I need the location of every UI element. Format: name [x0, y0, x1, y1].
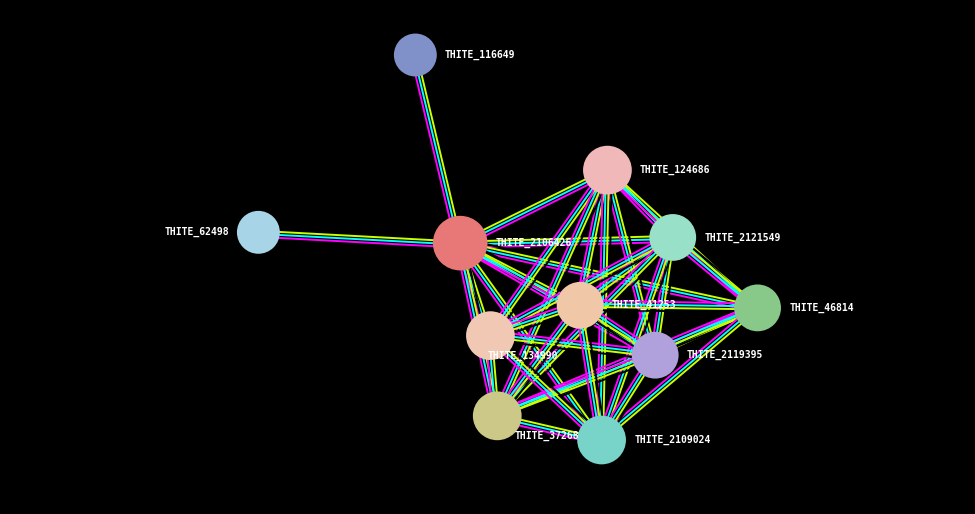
Text: THITE_124686: THITE_124686	[640, 165, 711, 175]
Ellipse shape	[473, 392, 522, 440]
Ellipse shape	[649, 214, 696, 261]
Ellipse shape	[632, 332, 679, 379]
Text: THITE_2119395: THITE_2119395	[686, 350, 763, 360]
Text: THITE_116649: THITE_116649	[445, 50, 516, 60]
Text: THITE_2109024: THITE_2109024	[634, 435, 711, 445]
Text: THITE_62498: THITE_62498	[165, 227, 229, 237]
Text: THITE_37268: THITE_37268	[515, 431, 579, 442]
Ellipse shape	[433, 216, 488, 270]
Ellipse shape	[734, 284, 781, 332]
Ellipse shape	[394, 33, 437, 77]
Text: THITE_2106426: THITE_2106426	[496, 238, 572, 248]
Ellipse shape	[466, 311, 515, 360]
Text: THITE_2121549: THITE_2121549	[704, 232, 781, 243]
Ellipse shape	[237, 211, 280, 254]
Text: THITE_134990: THITE_134990	[488, 351, 559, 361]
Text: THITE_41253: THITE_41253	[611, 300, 677, 310]
Ellipse shape	[577, 416, 626, 464]
Ellipse shape	[583, 146, 632, 194]
Ellipse shape	[557, 282, 604, 329]
Text: THITE_46814: THITE_46814	[789, 303, 854, 313]
